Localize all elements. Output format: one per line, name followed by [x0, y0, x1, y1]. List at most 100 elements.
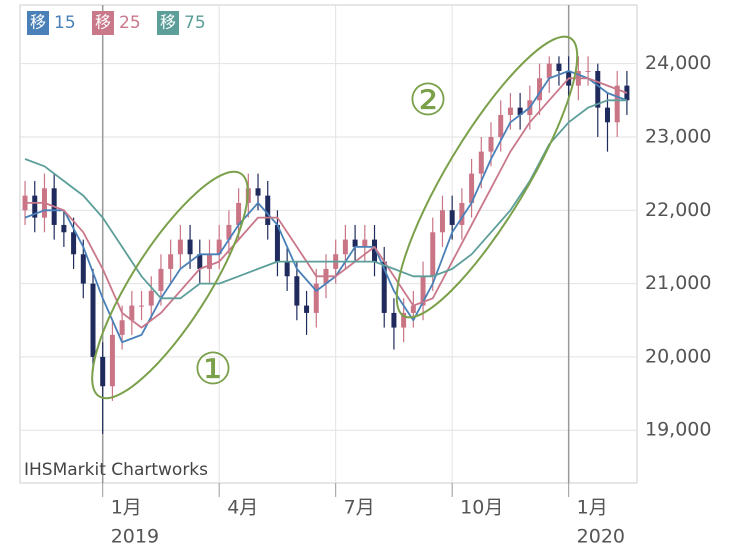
- candle-body: [391, 312, 397, 328]
- candle: [410, 290, 416, 328]
- candle-body: [71, 232, 77, 255]
- y-tick-label: 24,000: [645, 52, 711, 74]
- candle-body: [274, 224, 280, 262]
- candle: [71, 217, 77, 269]
- candle-body: [401, 312, 407, 328]
- candle-body: [614, 85, 620, 123]
- candle: [100, 342, 106, 434]
- legend-badge-text: 移: [95, 13, 111, 32]
- candle: [352, 224, 358, 262]
- candle-body: [304, 305, 310, 313]
- candle-body: [439, 210, 445, 233]
- candle-body: [168, 254, 174, 269]
- candle-body: [294, 276, 300, 306]
- candle: [274, 210, 280, 277]
- y-tick-label: 23,000: [645, 125, 711, 147]
- candle: [265, 180, 271, 240]
- candle: [129, 290, 135, 335]
- annotation-ellipse: [91, 170, 249, 400]
- candle-body: [226, 224, 232, 240]
- annotation-label: ②: [408, 75, 447, 126]
- candle-body: [216, 239, 222, 255]
- candle-body: [604, 107, 610, 123]
- candle: [148, 276, 154, 321]
- x-tick-label: 4月: [227, 497, 258, 519]
- candle: [139, 290, 145, 321]
- candle-body: [449, 210, 455, 225]
- candle-body: [109, 334, 115, 387]
- candle: [90, 268, 96, 372]
- candle: [284, 246, 290, 291]
- year-label: 2019: [111, 526, 159, 548]
- candle-body: [313, 283, 319, 313]
- annotation-label: ①: [193, 344, 232, 395]
- candle: [226, 210, 232, 255]
- x-tick-label: 1月: [111, 497, 142, 519]
- legend: 移 15 移 25 移 75: [27, 11, 206, 35]
- candle-body: [80, 254, 86, 284]
- candle: [469, 158, 475, 218]
- candle-body: [197, 254, 203, 269]
- candle: [546, 56, 552, 93]
- candle-body: [546, 63, 552, 79]
- moving-average-line: [25, 77, 628, 329]
- legend-badge: [92, 11, 114, 35]
- candle: [372, 224, 378, 277]
- candle-body: [488, 136, 494, 152]
- legend-badge-text: 移: [30, 13, 46, 32]
- annotations: ① ②: [91, 35, 579, 400]
- candle: [177, 224, 183, 269]
- candle-body: [90, 283, 96, 357]
- candle-body: [459, 202, 465, 225]
- candle: [294, 261, 300, 321]
- y-tick-label: 21,000: [645, 272, 711, 294]
- candle-body: [148, 290, 154, 306]
- candle: [168, 239, 174, 284]
- legend-badge: [27, 11, 49, 35]
- candle-body: [372, 239, 378, 262]
- legend-badge: [157, 11, 179, 35]
- year-label: 2020: [577, 526, 625, 548]
- candle: [585, 56, 591, 86]
- candle-body: [284, 261, 290, 277]
- candle: [362, 224, 368, 262]
- x-tick-label: 7月: [344, 497, 375, 519]
- candle: [430, 217, 436, 291]
- candle-body: [498, 114, 504, 137]
- x-tick-label: 10月: [460, 497, 503, 519]
- legend-badge-text: 移: [160, 13, 176, 32]
- candle-body: [119, 320, 125, 335]
- candle: [313, 268, 319, 328]
- y-tick-label: 20,000: [645, 345, 711, 367]
- legend-label: 25: [119, 13, 141, 33]
- candle: [61, 210, 67, 247]
- candle-body: [537, 78, 543, 101]
- candle: [604, 92, 610, 152]
- x-tick-label: 1月: [577, 497, 608, 519]
- candle: [32, 180, 38, 233]
- candle: [537, 63, 543, 115]
- candle-body: [556, 63, 562, 71]
- legend-label: 75: [184, 13, 206, 33]
- candle-body: [595, 70, 601, 108]
- candle-body: [585, 70, 591, 72]
- annotation-ellipse: [395, 35, 579, 319]
- legend-label: 15: [54, 13, 76, 33]
- candle: [517, 92, 523, 130]
- moving-average-line: [24, 70, 628, 344]
- candle-body: [342, 239, 348, 255]
- candle-body: [469, 173, 475, 203]
- candle: [498, 100, 504, 152]
- candle: [206, 239, 212, 284]
- candle-body: [410, 305, 416, 313]
- candle-body: [177, 239, 183, 255]
- candle-body: [420, 276, 426, 306]
- candle-body: [352, 239, 358, 247]
- candle-body: [265, 195, 271, 225]
- candle-body: [381, 261, 387, 313]
- candle: [420, 261, 426, 321]
- marks: [22, 56, 630, 434]
- candle-body: [158, 268, 164, 291]
- candle-body: [236, 202, 242, 225]
- candle-body: [100, 356, 106, 387]
